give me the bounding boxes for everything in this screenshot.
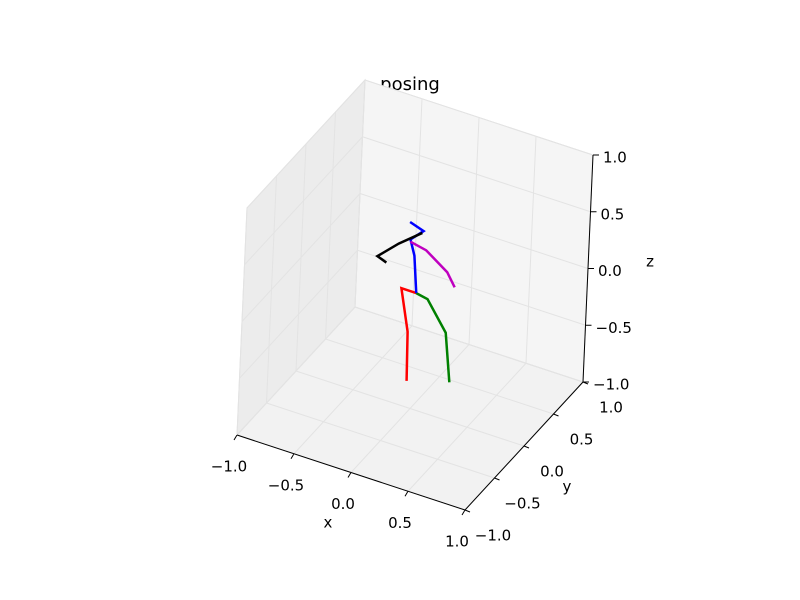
z-axis-label: z <box>646 253 654 271</box>
x-tick-label: −0.5 <box>268 476 304 494</box>
grid-line <box>359 193 589 269</box>
y-tick <box>494 477 500 481</box>
x-tick-label: 0.5 <box>388 514 412 532</box>
y-tick-label: −1.0 <box>475 527 511 545</box>
grid-line <box>241 193 361 322</box>
grid-line <box>266 402 495 479</box>
limb-line <box>415 292 451 383</box>
y-tick-label: 1.0 <box>599 399 623 417</box>
x-tick-label: −1.0 <box>211 458 247 476</box>
x-tick-label: 0.0 <box>331 495 355 513</box>
limb-line <box>409 240 456 288</box>
y-tick-label: 0.5 <box>570 431 594 449</box>
x-tick <box>347 472 352 478</box>
x-tick <box>233 434 238 441</box>
x-tick-label: 1.0 <box>445 533 469 551</box>
grid-line <box>362 136 591 213</box>
x-tick <box>461 509 466 516</box>
y-tick-label: −0.5 <box>504 495 540 513</box>
z-axis <box>582 154 594 383</box>
y-tick <box>523 445 530 449</box>
y-axis-label: y <box>563 478 572 496</box>
y-axis <box>464 381 584 511</box>
grid-line <box>246 79 366 209</box>
x-axis <box>236 434 466 511</box>
grid-line <box>295 370 525 447</box>
grid-line <box>244 136 363 266</box>
limb-line <box>375 231 423 264</box>
z-tick-label: 0.0 <box>598 262 622 280</box>
y-tick <box>553 413 559 417</box>
grid-line <box>239 249 358 379</box>
z-tick-label: 1.0 <box>603 149 627 167</box>
limb-line <box>399 286 417 381</box>
y-tick-label: 0.0 <box>540 463 564 481</box>
grid-line <box>236 306 356 436</box>
x-tick <box>404 490 409 497</box>
z-tick-label: −1.0 <box>593 376 629 394</box>
z-tick-label: 0.5 <box>601 205 625 223</box>
grid-line <box>354 306 584 383</box>
z-tick-label: −0.5 <box>596 319 632 337</box>
x-tick <box>290 453 295 460</box>
grid-line <box>357 249 586 326</box>
x-axis-label: x <box>324 514 333 532</box>
y-tick <box>464 509 471 513</box>
grid-line <box>325 338 554 415</box>
grid-line <box>364 79 594 156</box>
